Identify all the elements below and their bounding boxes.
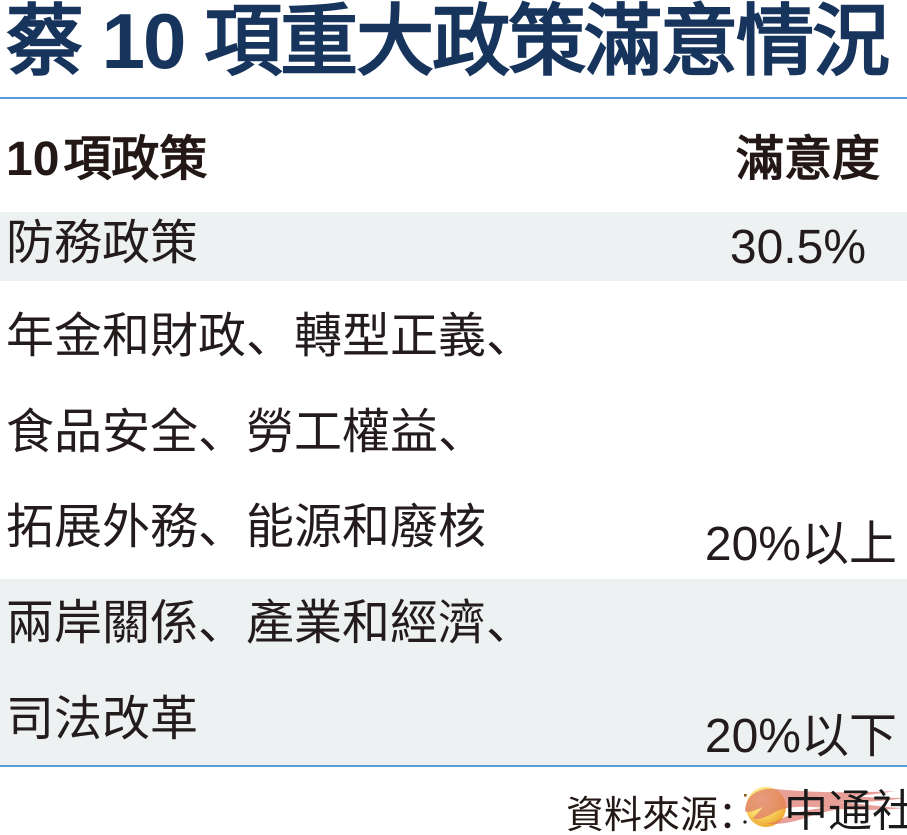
svg-text:中通社: 中通社 (784, 787, 907, 835)
